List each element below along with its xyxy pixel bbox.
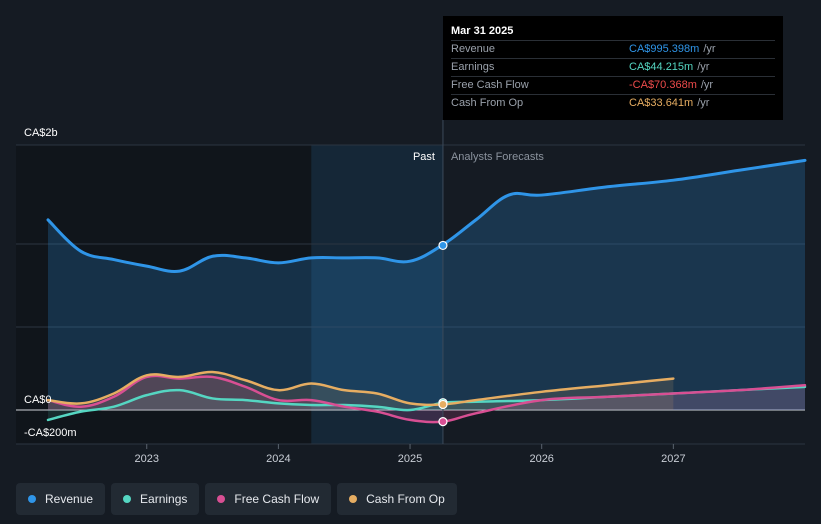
series-lines (46, 158, 807, 424)
tooltip-value: -CA$70.368m (629, 79, 697, 91)
legend-dot-icon (28, 495, 36, 503)
cash-from-op-line (46, 370, 675, 407)
x-tick-label: 2027 (661, 453, 685, 465)
tooltip-unit: /yr (700, 79, 714, 91)
legend-label: Earnings (140, 492, 188, 506)
legend-dot-icon (123, 495, 132, 503)
legend-item-cash-from-op[interactable]: Cash From Op (337, 483, 457, 515)
tooltip-unit: /yr (703, 43, 716, 55)
past-label: Past (413, 151, 435, 163)
free-cash-flow-area (48, 375, 805, 423)
highlight-points (438, 240, 448, 427)
x-tick-label: 2026 (529, 453, 553, 465)
legend: Revenue Earnings Free Cash Flow Cash Fro… (16, 483, 457, 515)
tooltip-row-free-cash-flow: Free Cash Flow -CA$70.368m /yr (451, 76, 775, 94)
earnings-area (48, 386, 805, 420)
tooltip-row-revenue: Revenue CA$995.398m /yr (451, 40, 775, 58)
y-zero-label: CA$0 (24, 394, 52, 406)
revenue-highlight-point (438, 240, 448, 251)
x-tick-label: 2025 (398, 453, 422, 465)
revenue-area (48, 160, 805, 410)
tooltip-unit: /yr (697, 97, 710, 109)
x-tick-label: 2023 (134, 453, 158, 465)
tooltip-label: Earnings (451, 61, 495, 73)
tooltip-value: CA$44.215m (629, 61, 694, 73)
legend-dot-icon (349, 495, 358, 503)
x-axis-ticks: 2023 2024 2025 2026 2027 (134, 444, 686, 465)
axis-labels: CA$2b CA$0 -CA$200m Past Analysts Foreca… (24, 127, 544, 439)
legend-dot-icon (217, 495, 226, 503)
y-top-label: CA$2b (24, 127, 58, 139)
tooltip-value: CA$33.641m (629, 97, 694, 109)
x-tick-label: 2024 (266, 453, 290, 465)
forecast-label: Analysts Forecasts (451, 151, 544, 163)
series-areas (48, 160, 805, 423)
tooltip-label: Free Cash Flow (451, 79, 529, 91)
legend-item-free-cash-flow[interactable]: Free Cash Flow (205, 483, 332, 515)
cash-from-op-highlight-point (438, 399, 448, 410)
legend-label: Cash From Op (366, 492, 445, 506)
tooltip-label: Cash From Op (451, 97, 524, 109)
legend-label: Free Cash Flow (234, 492, 320, 506)
free-cash-flow-line (46, 374, 807, 424)
tooltip-row-cash-from-op: Cash From Op CA$33.641m /yr (451, 94, 775, 112)
y-bottom-label: -CA$200m (24, 427, 77, 439)
tooltip: Mar 31 2025 Revenue CA$995.398m /yr Earn… (443, 16, 783, 120)
legend-item-revenue[interactable]: Revenue (16, 483, 106, 515)
legend-label: Revenue (45, 492, 94, 506)
tooltip-row-earnings: Earnings CA$44.215m /yr (451, 58, 775, 76)
tooltip-value: CA$995.398m (629, 43, 700, 55)
free-cash-flow-highlight-point (438, 417, 448, 427)
revenue-line (46, 158, 807, 274)
tooltip-date: Mar 31 2025 (451, 25, 514, 37)
tooltip-unit: /yr (697, 61, 710, 73)
legend-item-earnings[interactable]: Earnings (111, 483, 200, 515)
tooltip-label: Revenue (451, 43, 496, 55)
